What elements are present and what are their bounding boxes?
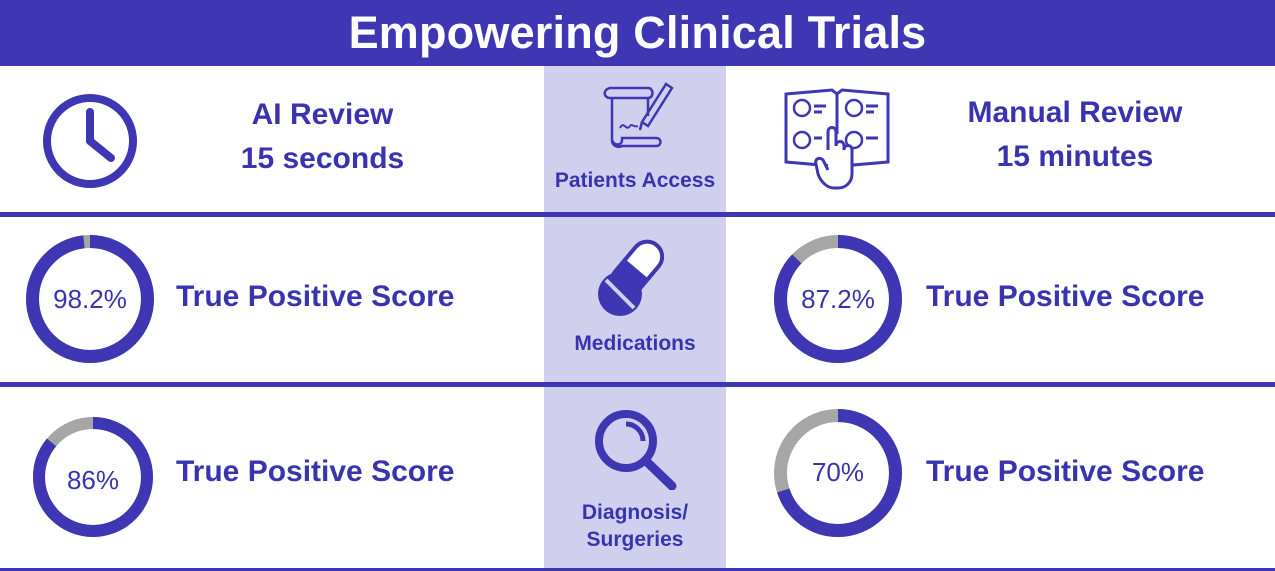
ai-review-block: AI Review 15 seconds: [200, 93, 445, 181]
category-patients-access: Patients Access: [554, 169, 716, 192]
category-diagnosis-line2: Surgeries: [586, 528, 684, 551]
ai-diagnosis-value: 86%: [66, 465, 120, 495]
ring-progress: [774, 409, 902, 537]
ring-progress: [33, 417, 153, 537]
ai-review-time: 15 seconds: [240, 142, 405, 175]
category-column: [544, 66, 726, 571]
row-divider: [0, 382, 1275, 387]
manual-medications-label: True Positive Score: [926, 280, 1205, 313]
ai-medications-ring: [26, 235, 154, 363]
clock-icon: [43, 94, 137, 188]
ring-progress: [774, 235, 902, 363]
checklist-book-icon: [784, 88, 890, 190]
ai-medications-label: True Positive Score: [176, 280, 455, 313]
manual-medications-value: 87.2%: [801, 284, 875, 314]
manual-diagnosis-ring: [774, 409, 902, 537]
scroll-quill-icon: [603, 82, 674, 148]
manual-review-block: Manual Review 15 minutes: [930, 91, 1220, 179]
ai-diagnosis-ring: [33, 417, 153, 537]
manual-diagnosis-value: 70%: [811, 457, 865, 487]
magnifier-icon: [595, 410, 677, 490]
manual-medications-ring: [774, 235, 902, 363]
category-medications: Medications: [574, 332, 696, 355]
row-divider: [0, 212, 1275, 217]
category-diagnosis-line1: Diagnosis/: [581, 501, 689, 524]
ring-progress: [26, 235, 154, 363]
manual-review-label: Manual Review: [967, 96, 1183, 129]
page-title: Empowering Clinical Trials: [0, 0, 1275, 66]
ai-medications-value: 98.2%: [53, 284, 127, 314]
pills-icon: [598, 239, 665, 316]
ai-diagnosis-label: True Positive Score: [176, 455, 455, 488]
manual-review-time: 15 minutes: [996, 140, 1154, 173]
bottom-border: [0, 568, 1275, 571]
ai-review-label: AI Review: [251, 98, 394, 131]
manual-diagnosis-label: True Positive Score: [926, 455, 1205, 488]
category-diagnosis-surgeries: Diagnosis/ Surgeries: [544, 499, 726, 553]
